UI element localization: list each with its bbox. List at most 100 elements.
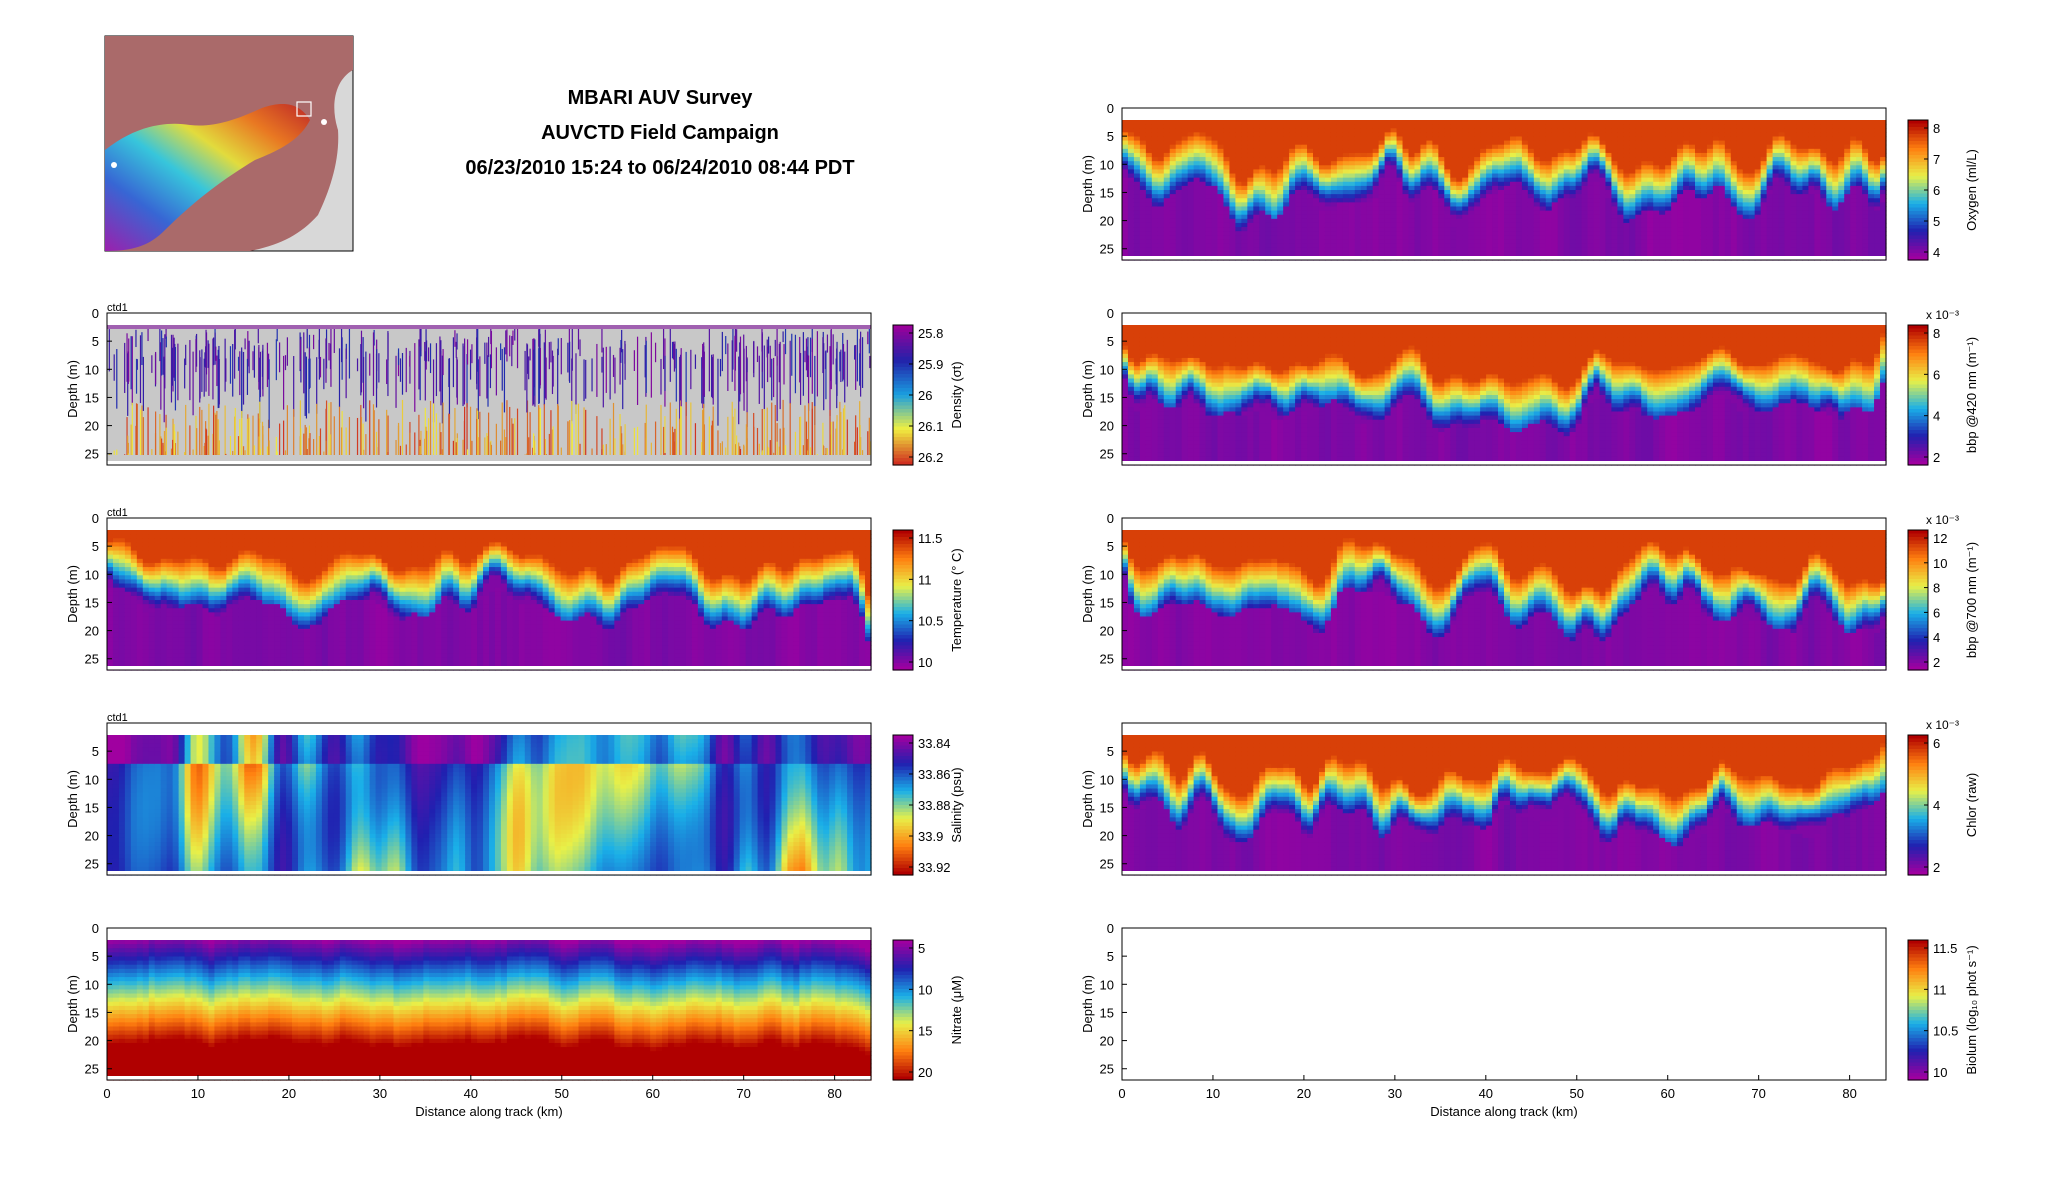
temperature-cell (638, 579, 645, 585)
temperature-cell (220, 542, 227, 548)
temperature-cell (614, 542, 621, 548)
temperature-cell (691, 604, 699, 609)
temperature-cell (745, 591, 753, 597)
temperature-cell (769, 620, 777, 626)
density-profile-stroke (609, 346, 611, 400)
temperature-cell (453, 628, 460, 634)
temperature-cell (369, 624, 377, 630)
temperature-cell (638, 616, 645, 622)
temperature-cell (542, 628, 550, 634)
temperature-cell (733, 649, 741, 655)
temperature-cell (333, 534, 341, 539)
temperature-cell (644, 616, 651, 622)
temperature-cell (160, 600, 168, 605)
temperature-cell (256, 558, 263, 564)
temperature-cell (471, 538, 478, 543)
temperature-cell (500, 558, 508, 564)
temperature-cell (351, 641, 359, 646)
temperature-cell (112, 542, 120, 548)
temperature-cell (429, 649, 436, 655)
temperature-cell (303, 624, 311, 630)
temperature-cell (292, 571, 299, 576)
temperature-cell (769, 567, 777, 572)
temperature-cell (447, 567, 454, 572)
temperature-cell (668, 591, 675, 597)
temperature-cell (632, 587, 639, 593)
density-profile-stroke (386, 359, 388, 385)
temperature-cell (787, 575, 795, 581)
temperature-cell (799, 567, 806, 572)
density-colorbar-swatch (893, 332, 913, 337)
density-profile-stroke (213, 405, 215, 455)
temperature-cell (148, 575, 156, 581)
temperature-cell (697, 534, 705, 539)
temperature-cell (650, 600, 657, 605)
temperature-cell (823, 641, 830, 646)
temperature-cell (381, 616, 389, 622)
temperature-cell (506, 600, 514, 605)
temperature-cell (363, 600, 371, 605)
temperature-cell (530, 538, 538, 543)
temperature-cell (142, 550, 150, 556)
temperature-cell (309, 595, 317, 601)
temperature-cell (745, 587, 753, 593)
temperature-cell (435, 657, 442, 663)
temperature-cell (208, 579, 216, 585)
temperature-cell (751, 653, 759, 659)
temperature-cell (763, 624, 771, 630)
density-profile-stroke (832, 421, 834, 455)
temperature-cell (685, 637, 693, 642)
temperature-cell (745, 554, 753, 560)
temperature-cell (817, 542, 824, 548)
temperature-cell (811, 637, 818, 642)
temperature-cell (811, 604, 818, 609)
temperature-cell (512, 587, 520, 593)
temperature-cell (375, 583, 383, 589)
temperature-cell (471, 649, 478, 655)
temperature-cell (202, 616, 210, 622)
temperature-cell (196, 604, 204, 609)
temperature-cell (757, 645, 765, 651)
temperature-cell (584, 530, 592, 535)
temperature-cell (572, 645, 580, 651)
temperature-cell (811, 624, 818, 630)
temperature-cell (674, 620, 681, 626)
density-profile-stroke (807, 355, 810, 411)
temperature-cell (465, 608, 472, 613)
temperature-cell (506, 624, 514, 630)
temperature-cell (369, 562, 377, 568)
temperature-cell (757, 562, 765, 568)
temperature-cell (357, 591, 365, 597)
temperature-cell (691, 608, 699, 613)
temperature-cell (298, 571, 305, 576)
temperature-cell (769, 595, 777, 601)
temperature-cell (172, 571, 180, 576)
temperature-cell (500, 530, 508, 535)
temperature-cell (548, 554, 556, 560)
density-profile-stroke (725, 336, 727, 355)
temperature-cell (298, 554, 305, 560)
density-profile-stroke (825, 350, 827, 400)
density-profile-stroke (135, 329, 137, 348)
temperature-cell (566, 591, 574, 597)
temperature-cell (244, 583, 251, 589)
temperature-cell (632, 530, 639, 535)
temperature-cell (489, 567, 496, 572)
temperature-cell (226, 653, 233, 659)
temperature-cell (280, 641, 287, 646)
temperature-cell (232, 661, 239, 667)
temperature-cell (662, 600, 669, 605)
temperature-cell (369, 637, 377, 642)
temperature-cell (405, 595, 413, 601)
temperature-cell (483, 530, 490, 535)
temperature-cell (715, 657, 723, 663)
temperature-cell (709, 595, 717, 601)
temperature-cell (124, 546, 132, 552)
density-profile-stroke (514, 328, 516, 341)
temperature-cell (333, 579, 341, 585)
temperature-cell (309, 583, 317, 589)
temperature-cell (226, 657, 233, 663)
temperature-cell (715, 538, 723, 543)
temperature-cell (214, 567, 222, 572)
temperature-cell (381, 612, 389, 618)
